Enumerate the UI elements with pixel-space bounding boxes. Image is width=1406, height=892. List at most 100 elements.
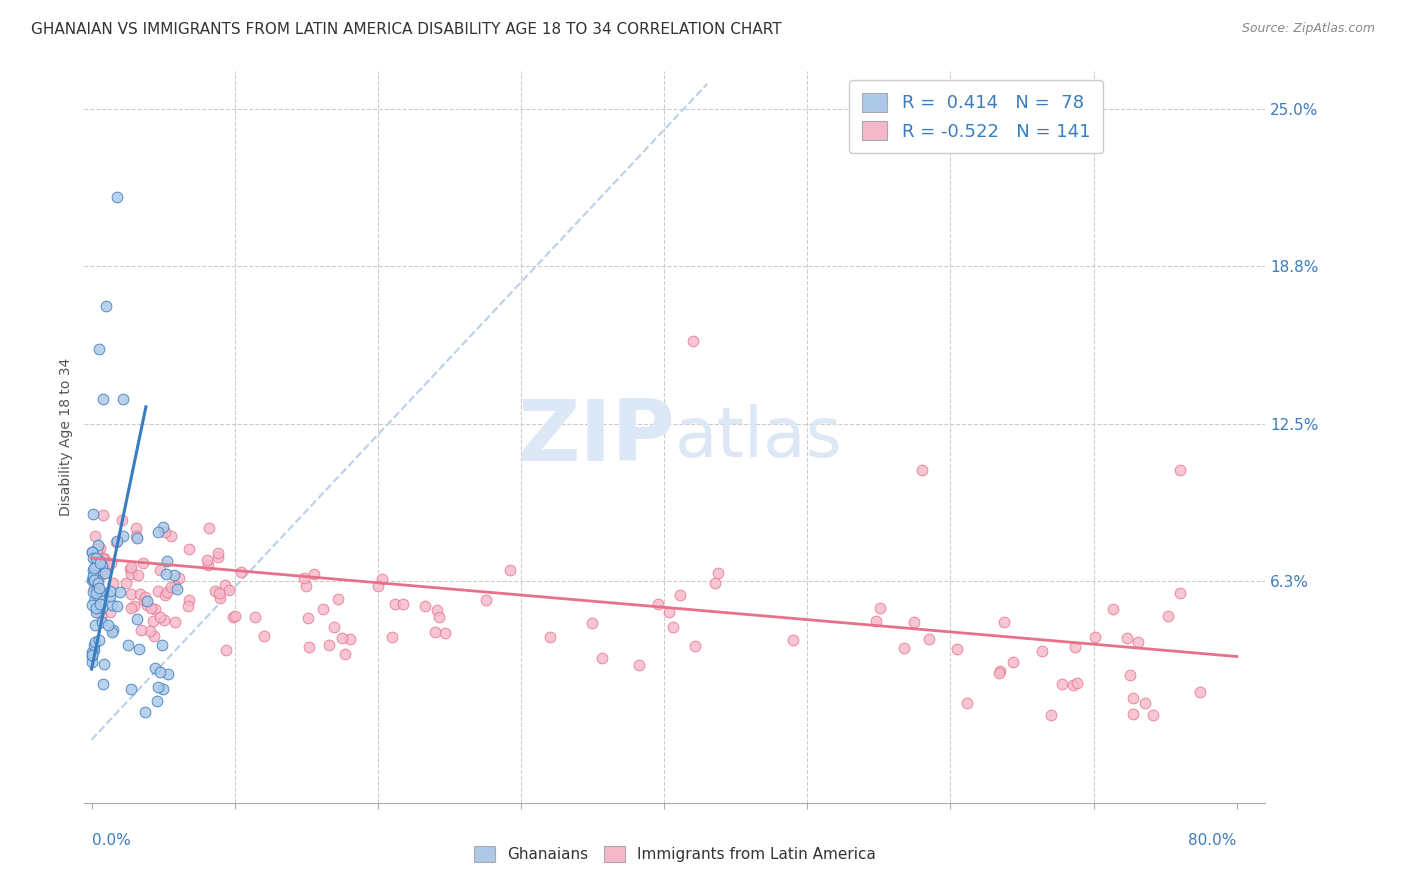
Point [90, 615, 112, 630]
Point [143, 601, 166, 615]
Point [177, 541, 200, 556]
Point [1157, 609, 1180, 624]
Point [339, 632, 361, 646]
Point [117, 638, 139, 652]
Point [918, 632, 941, 646]
Point [86, 542, 108, 557]
Text: Source: ZipAtlas.com: Source: ZipAtlas.com [1241, 22, 1375, 36]
Point [243, 610, 266, 624]
Point [1066, 676, 1088, 690]
Point [111, 513, 134, 527]
Point [197, 558, 219, 573]
Point [122, 599, 145, 614]
Point [84, 577, 107, 591]
Point [105, 190, 128, 204]
Point [163, 579, 186, 593]
Point [135, 593, 157, 607]
Point [101, 576, 124, 591]
Point [90, 601, 112, 615]
Point [647, 598, 669, 612]
Point [177, 593, 200, 607]
Point [204, 584, 226, 599]
Point [105, 599, 128, 613]
Point [82, 507, 104, 521]
Point [869, 601, 891, 615]
Point [91, 551, 114, 566]
Point [90, 607, 112, 622]
Point [83, 594, 105, 608]
Point [86, 538, 108, 552]
Point [946, 642, 969, 657]
Point [84, 618, 107, 632]
Point [323, 620, 346, 634]
Point [429, 610, 451, 624]
Point [98, 583, 121, 598]
Point [658, 605, 681, 619]
Text: atlas: atlas [675, 403, 842, 471]
Point [1031, 644, 1053, 658]
Point [80, 598, 103, 612]
Point [89, 633, 111, 648]
Point [155, 566, 177, 581]
Point [330, 631, 353, 645]
Point [91, 559, 114, 574]
Point [156, 585, 179, 599]
Point [1084, 630, 1107, 644]
Point [146, 694, 169, 708]
Point [84, 529, 107, 543]
Point [89, 581, 111, 595]
Point [89, 597, 111, 611]
Point [988, 664, 1011, 678]
Point [662, 620, 685, 634]
Point [125, 612, 148, 626]
Point [89, 584, 111, 599]
Point [94, 299, 117, 313]
Text: ZIP: ZIP [517, 395, 675, 479]
Point [86, 605, 108, 619]
Point [149, 563, 172, 577]
Point [93, 551, 115, 566]
Point [229, 566, 252, 580]
Point [1064, 640, 1087, 654]
Point [426, 602, 449, 616]
Point [91, 508, 114, 522]
Point [80, 545, 103, 559]
Text: 0.0%: 0.0% [91, 833, 131, 848]
Point [86, 573, 108, 587]
Point [91, 392, 114, 407]
Y-axis label: Disability Age 18 to 34: Disability Age 18 to 34 [59, 358, 73, 516]
Point [82, 545, 104, 559]
Point [84, 585, 107, 599]
Point [134, 593, 156, 607]
Point [371, 572, 394, 586]
Point [538, 630, 561, 644]
Point [683, 640, 706, 654]
Point [115, 576, 138, 591]
Point [218, 582, 240, 597]
Point [152, 682, 174, 697]
Text: 80.0%: 80.0% [1188, 833, 1237, 848]
Point [222, 610, 245, 624]
Point [224, 608, 246, 623]
Point [84, 551, 107, 566]
Point [156, 554, 179, 568]
Point [1122, 691, 1144, 706]
Point [297, 611, 319, 625]
Point [120, 560, 142, 574]
Point [125, 531, 148, 545]
Point [93, 657, 115, 671]
Point [153, 613, 176, 627]
Point [1168, 463, 1191, 477]
Point [129, 623, 152, 637]
Point [89, 541, 111, 556]
Point [80, 649, 103, 664]
Point [128, 642, 150, 657]
Point [153, 525, 176, 540]
Point [153, 589, 176, 603]
Point [142, 614, 165, 628]
Point [413, 599, 436, 613]
Point [911, 463, 934, 477]
Point [152, 520, 174, 534]
Point [207, 550, 229, 565]
Point [120, 586, 142, 600]
